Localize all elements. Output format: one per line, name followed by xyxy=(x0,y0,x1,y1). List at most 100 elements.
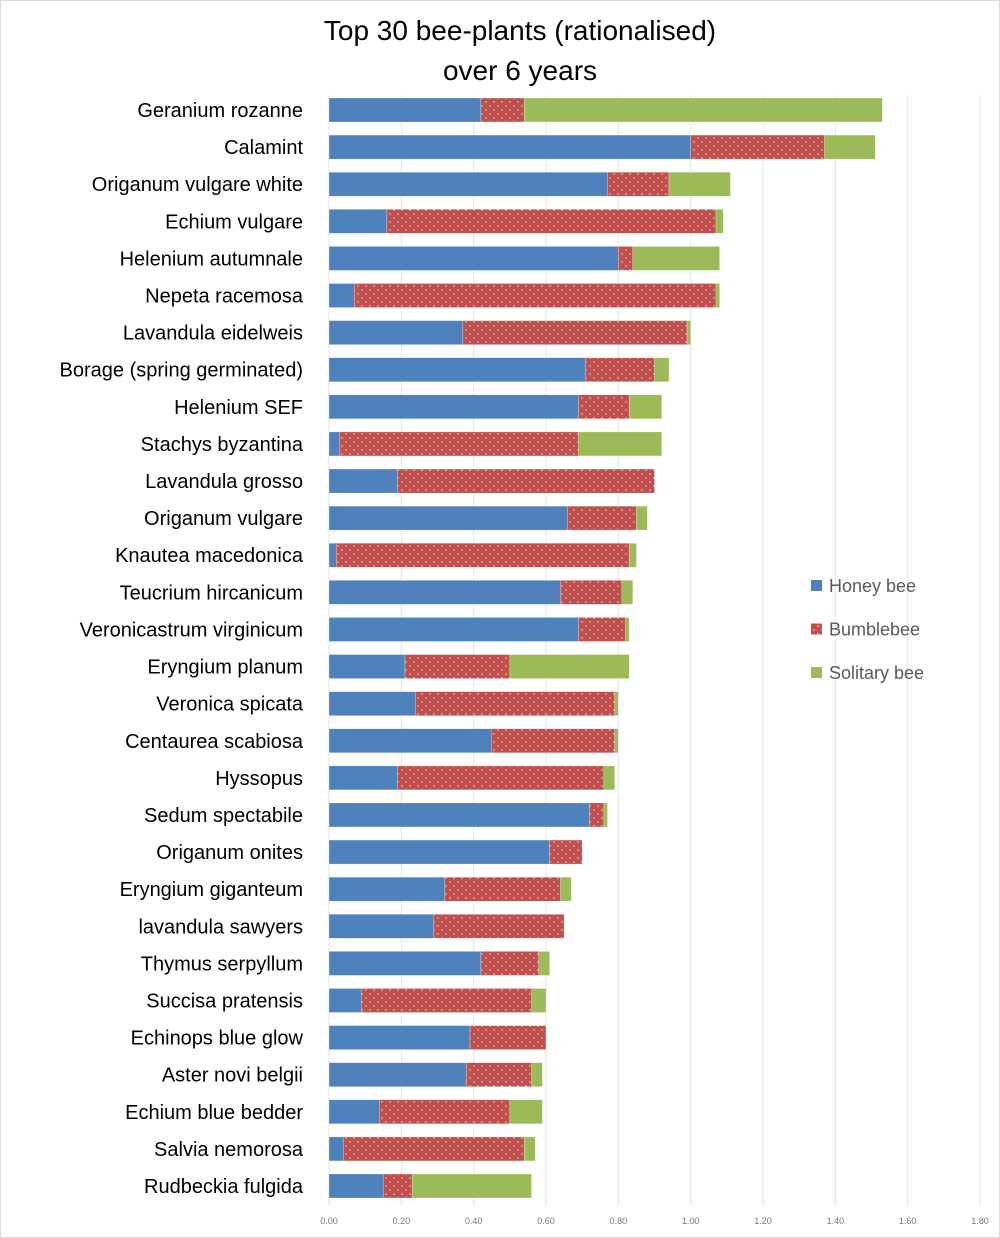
bar-segment-solitary-bee xyxy=(509,1099,543,1125)
x-tick-label: 1.20 xyxy=(754,1216,772,1226)
category-label: Borage (spring germinated) xyxy=(60,360,303,382)
bar-segment-bumblebee xyxy=(404,654,511,679)
category-label: Eryngium planum xyxy=(147,657,303,679)
bar-segment-honey-bee xyxy=(328,542,337,568)
bar-segment-solitary-bee xyxy=(603,802,608,828)
bar-segment-honey-bee xyxy=(328,654,406,679)
category-label: lavandula sawyers xyxy=(138,916,303,938)
bar-segment-bumblebee xyxy=(480,951,540,976)
bar-segment-honey-bee xyxy=(328,394,579,420)
legend-label: Bumblebee xyxy=(829,620,920,640)
legend-label: Honey bee xyxy=(829,576,916,596)
category-label: Lavandula grosso xyxy=(145,471,303,493)
bar-segment-bumblebee xyxy=(578,617,626,642)
bar-segment-honey-bee xyxy=(328,728,492,754)
bar-segment-honey-bee xyxy=(328,1099,380,1125)
category-label: Succisa pratensis xyxy=(146,990,303,1012)
bar-segment-honey-bee xyxy=(328,209,388,234)
bar-segment-honey-bee xyxy=(328,802,590,828)
category-label: Origanum vulgare xyxy=(144,508,303,530)
x-tick-label: 1.00 xyxy=(682,1216,700,1226)
category-label: Echinops blue glow xyxy=(131,1028,304,1050)
category-label: Eryngium giganteum xyxy=(120,879,303,901)
bar-segment-solitary-bee xyxy=(824,134,876,160)
x-tick-label: 1.60 xyxy=(899,1216,917,1226)
x-tick-label: 1.80 xyxy=(971,1216,989,1226)
bar-segment-bumblebee xyxy=(690,134,825,160)
chart-title-line-1: Top 30 bee-plants (rationalised) xyxy=(324,15,716,46)
bar-segment-bumblebee xyxy=(480,97,525,123)
bar-segment-bumblebee xyxy=(491,728,615,754)
bar-segment-bumblebee xyxy=(585,357,655,382)
category-label: Knautea macedonica xyxy=(115,545,304,567)
bar-segment-honey-bee xyxy=(328,283,355,308)
bar-segment-solitary-bee xyxy=(628,394,662,420)
bar-segment-bumblebee xyxy=(607,171,670,197)
bar-segment-solitary-bee xyxy=(715,283,720,308)
category-label: Helenium SEF xyxy=(174,397,303,419)
bar-segment-honey-bee xyxy=(328,171,608,197)
x-tick-label: 0.20 xyxy=(393,1216,411,1226)
category-label: Nepeta racemosa xyxy=(145,286,304,308)
bar-segment-solitary-bee xyxy=(668,171,731,197)
bar-segment-honey-bee xyxy=(328,914,435,939)
x-tick-label: 0.40 xyxy=(465,1216,483,1226)
category-label: Veronica spicata xyxy=(156,694,304,716)
x-tick-label: 1.40 xyxy=(827,1216,845,1226)
category-label: Helenium autumnale xyxy=(120,248,303,270)
bar-segment-bumblebee xyxy=(466,1062,532,1087)
bar-segment-bumblebee xyxy=(397,468,655,494)
bar-segment-honey-bee xyxy=(328,580,561,605)
bar-segment-bumblebee xyxy=(560,580,623,605)
bar-segment-honey-bee xyxy=(328,1173,384,1199)
category-label: Aster novi belgii xyxy=(162,1065,303,1087)
bar-segment-bumblebee xyxy=(335,542,630,568)
category-label: Sedum spectabile xyxy=(144,805,303,827)
bar-segment-honey-bee xyxy=(328,1136,344,1162)
x-tick-label: 0.60 xyxy=(537,1216,555,1226)
bar-segment-solitary-bee xyxy=(614,691,619,716)
category-label: Thymus serpyllum xyxy=(141,953,303,975)
category-label: Geranium rozanne xyxy=(137,100,303,122)
bar-segment-bumblebee xyxy=(343,1136,525,1162)
category-label: Salvia nemorosa xyxy=(154,1139,304,1161)
category-label: Echium vulgare xyxy=(165,211,303,233)
bar-segment-solitary-bee xyxy=(654,357,670,382)
category-label: Rudbeckia fulgida xyxy=(144,1176,304,1198)
bar-segment-honey-bee xyxy=(328,1025,471,1050)
bar-segment-solitary-bee xyxy=(628,542,637,568)
bar-segment-bumblebee xyxy=(339,431,579,457)
bar-segment-honey-bee xyxy=(328,357,587,382)
legend-swatch xyxy=(811,623,822,635)
bar-segment-bumblebee xyxy=(549,839,583,865)
bar-segment-bumblebee xyxy=(618,246,634,271)
bar-segment-solitary-bee xyxy=(578,431,662,457)
bar-segment-bumblebee xyxy=(589,802,605,828)
chart-title-line-2: over 6 years xyxy=(443,55,597,86)
bar-segment-solitary-bee xyxy=(531,988,547,1013)
bar-segment-solitary-bee xyxy=(411,1173,532,1199)
bar-segment-honey-bee xyxy=(328,691,417,716)
bar-segment-solitary-bee xyxy=(524,97,883,123)
category-label: Veronicastrum virginicum xyxy=(80,619,303,641)
category-label: Lavandula eidelweis xyxy=(123,323,303,345)
bar-segment-solitary-bee xyxy=(686,320,691,345)
bar-segment-solitary-bee xyxy=(614,728,619,754)
bar-segment-bumblebee xyxy=(415,691,615,716)
bar-segment-solitary-bee xyxy=(538,951,550,976)
category-label: Origanum vulgare white xyxy=(92,174,303,196)
category-label: Centaurea scabiosa xyxy=(125,731,304,753)
bar-segment-bumblebee xyxy=(462,320,688,345)
bar-segment-bumblebee xyxy=(469,1025,547,1050)
bar-segment-honey-bee xyxy=(328,876,445,902)
bar-segment-honey-bee xyxy=(328,320,464,345)
bar-segment-solitary-bee xyxy=(636,505,648,531)
bar-segment-honey-bee xyxy=(328,97,482,123)
bar-segment-honey-bee xyxy=(328,505,568,531)
bar-segment-honey-bee xyxy=(328,617,579,642)
legend-swatch xyxy=(811,580,822,591)
bar-segment-solitary-bee xyxy=(603,765,615,791)
bar-segment-bumblebee xyxy=(397,765,605,791)
bar-segment-bumblebee xyxy=(567,505,637,531)
